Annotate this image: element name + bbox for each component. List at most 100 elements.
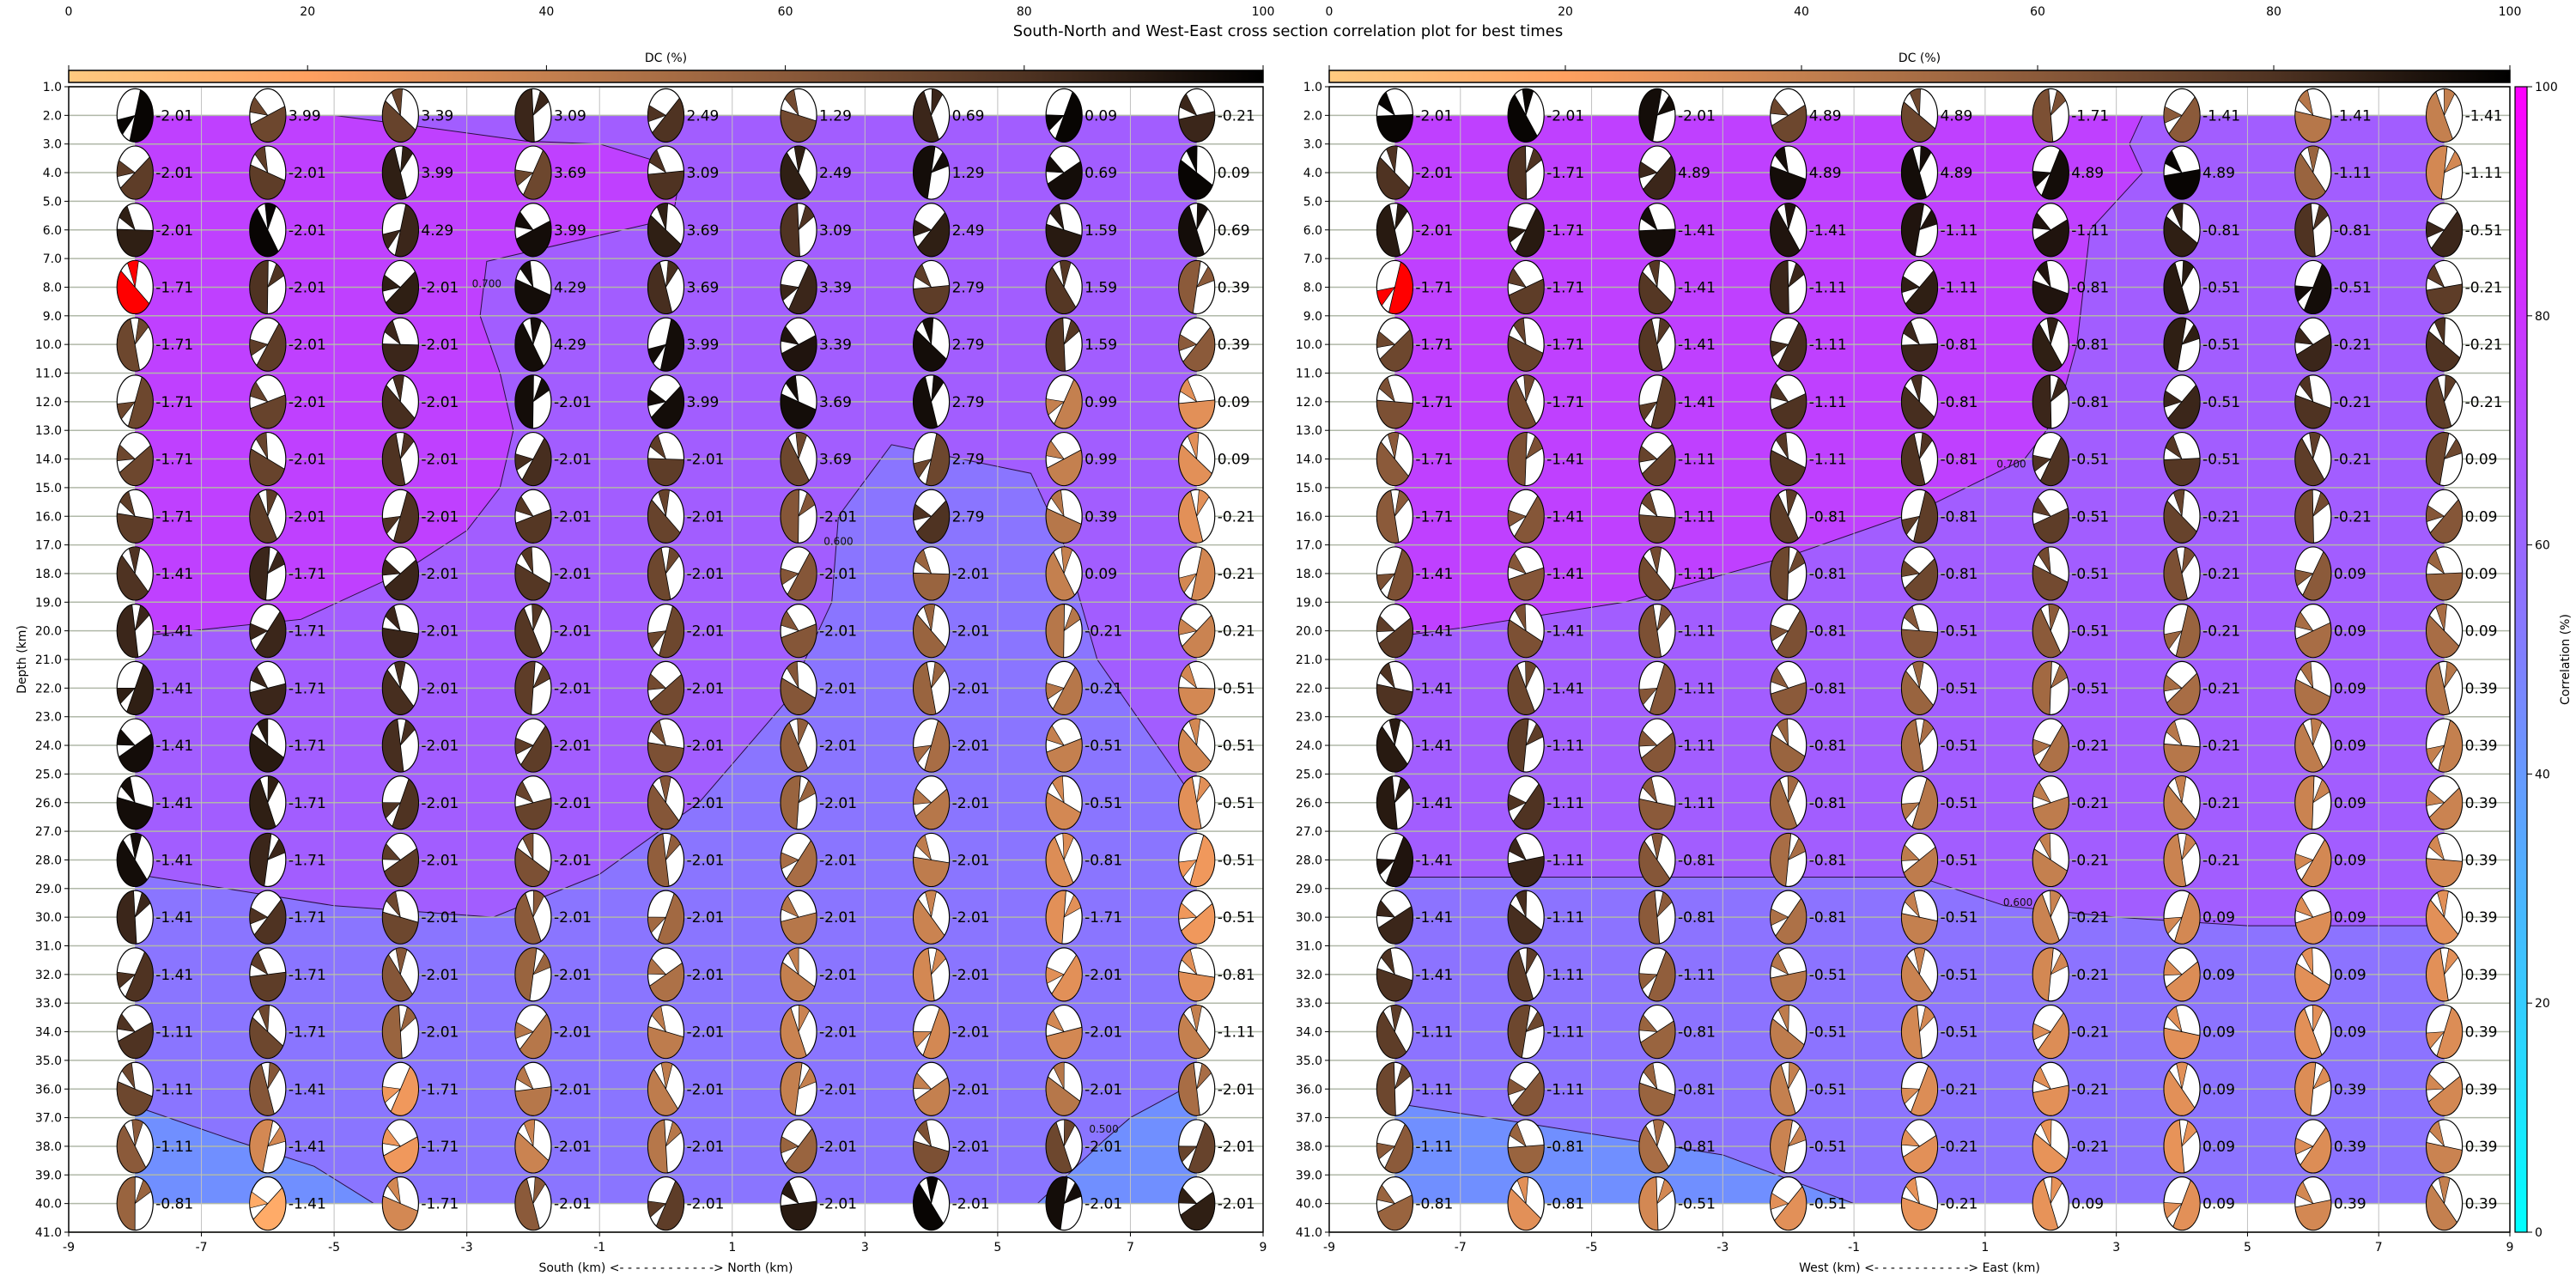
time-value-label: -2.01 bbox=[421, 738, 459, 755]
beachball-compression-quadrant bbox=[925, 433, 951, 486]
beachball-wedge bbox=[1651, 833, 1663, 860]
beachball bbox=[1638, 203, 1676, 258]
time-value-label: -0.21 bbox=[2202, 680, 2240, 697]
y-tick-label: 24.0 bbox=[1296, 739, 1322, 753]
beachball-wedge bbox=[2032, 171, 2051, 188]
beachball bbox=[1900, 88, 1939, 143]
time-value-label: -2.01 bbox=[687, 508, 725, 526]
beachball-wedge bbox=[385, 605, 401, 632]
beachball-wedge bbox=[1049, 204, 1065, 231]
time-value-label: -0.21 bbox=[2334, 394, 2372, 411]
time-value-label: -2.01 bbox=[952, 623, 990, 641]
beachball bbox=[1045, 1119, 1083, 1174]
y-tick-label: 25.0 bbox=[35, 768, 62, 781]
beachball bbox=[647, 431, 685, 487]
beachball-wedge bbox=[1901, 276, 1921, 294]
beachball bbox=[1178, 832, 1216, 888]
beachball-wedge bbox=[127, 260, 139, 288]
beachball bbox=[1638, 832, 1676, 888]
time-value-label: 3.09 bbox=[554, 107, 586, 125]
beachball-compression-quadrant bbox=[2163, 1069, 2196, 1116]
beachball bbox=[780, 890, 817, 945]
beachball-compression-quadrant bbox=[116, 1124, 147, 1174]
time-value-label: -0.51 bbox=[1941, 795, 1978, 812]
beachball-wedge bbox=[2307, 145, 2320, 173]
beachball-compression-quadrant bbox=[250, 106, 287, 143]
time-value-label: -2.01 bbox=[687, 623, 725, 641]
beachball bbox=[1376, 145, 1413, 200]
beachball bbox=[1376, 832, 1413, 888]
beachball-wedge bbox=[382, 843, 402, 860]
time-value-label: 0.09 bbox=[2334, 738, 2366, 755]
time-value-label: -2.01 bbox=[155, 107, 193, 125]
beachball-compression-quadrant bbox=[116, 797, 154, 830]
beachball-compression-quadrant bbox=[1379, 329, 1413, 372]
beachball-compression-quadrant bbox=[1901, 719, 1924, 773]
beachball bbox=[647, 489, 685, 544]
time-value-label: -0.21 bbox=[1084, 680, 1122, 697]
beachball-wedge bbox=[131, 1119, 143, 1147]
beachball-compression-quadrant bbox=[780, 912, 817, 945]
beachball-wedge bbox=[1905, 1177, 1920, 1205]
time-value-label: -0.21 bbox=[2071, 967, 2109, 984]
beachball bbox=[1770, 145, 1807, 200]
beachball bbox=[381, 832, 419, 888]
beachball bbox=[780, 1004, 817, 1060]
time-value-label: -1.41 bbox=[155, 623, 193, 641]
beachball-wedge bbox=[1649, 546, 1662, 574]
beachball bbox=[1507, 259, 1545, 315]
time-value-label: -2.01 bbox=[421, 337, 459, 354]
beachball-wedge bbox=[117, 444, 136, 461]
beachball-compression-quadrant bbox=[2294, 1007, 2323, 1059]
dc-tick-label: 60 bbox=[2030, 5, 2045, 19]
time-value-label: -2.01 bbox=[155, 165, 193, 182]
beachball-compression-quadrant bbox=[1508, 567, 1545, 601]
beachball-wedge bbox=[647, 389, 667, 406]
beachball-wedge bbox=[130, 833, 143, 860]
beachball-compression-quadrant bbox=[522, 149, 552, 200]
beachball bbox=[1507, 947, 1545, 1002]
beachball-compression-quadrant bbox=[1512, 783, 1545, 830]
time-value-label: -1.71 bbox=[155, 452, 193, 469]
time-value-label: -0.51 bbox=[1218, 909, 1255, 927]
beachball-wedge bbox=[134, 891, 151, 919]
beachball-compression-quadrant bbox=[2032, 88, 2054, 143]
time-value-label: -2.01 bbox=[952, 852, 990, 869]
beachball-compression-quadrant bbox=[1507, 94, 1538, 143]
time-value-label: 3.99 bbox=[687, 337, 720, 354]
time-value-label: 0.09 bbox=[2334, 680, 2366, 697]
time-value-label: -0.51 bbox=[2202, 279, 2240, 296]
beachball-compression-quadrant bbox=[514, 562, 550, 601]
beachball-compression-quadrant bbox=[116, 1176, 136, 1231]
beachball-wedge bbox=[2443, 438, 2463, 460]
beachball-wedge bbox=[251, 951, 269, 975]
beachball bbox=[116, 374, 154, 429]
beachball bbox=[1376, 775, 1413, 830]
time-value-label: -2.01 bbox=[1218, 1081, 1255, 1098]
beachball-wedge bbox=[1638, 401, 1658, 421]
y-tick-label: 28.0 bbox=[1296, 854, 1322, 867]
y-tick-label: 28.0 bbox=[35, 854, 62, 867]
beachball-wedge bbox=[2294, 1137, 2314, 1155]
beachball-wedge bbox=[1901, 560, 1921, 577]
beachball-wedge bbox=[1178, 333, 1198, 351]
time-value-label: -2.01 bbox=[687, 1024, 725, 1042]
beachball bbox=[1045, 317, 1083, 372]
time-value-label: -1.11 bbox=[1546, 1024, 1584, 1042]
y-tick-label: 7.0 bbox=[1303, 252, 1322, 266]
beachball bbox=[1376, 947, 1413, 1002]
beachball-wedge bbox=[2050, 665, 2068, 690]
x-tick-label: 1 bbox=[728, 1241, 736, 1255]
time-value-label: -1.41 bbox=[155, 738, 193, 755]
beachball-compression-quadrant bbox=[1507, 718, 1529, 773]
x-tick-label: 3 bbox=[861, 1241, 869, 1255]
beachball-compression-quadrant bbox=[519, 1013, 552, 1059]
beachball bbox=[2032, 317, 2069, 372]
x-axis-label: South (km) <- - - - - - - - - - - -> Nor… bbox=[538, 1261, 793, 1275]
beachball-compression-quadrant bbox=[1052, 666, 1083, 715]
beachball-wedge bbox=[923, 604, 936, 631]
beachball bbox=[1045, 718, 1083, 773]
beachball-wedge bbox=[1394, 777, 1410, 804]
beachball bbox=[1507, 1061, 1545, 1116]
beachball bbox=[381, 1004, 419, 1060]
